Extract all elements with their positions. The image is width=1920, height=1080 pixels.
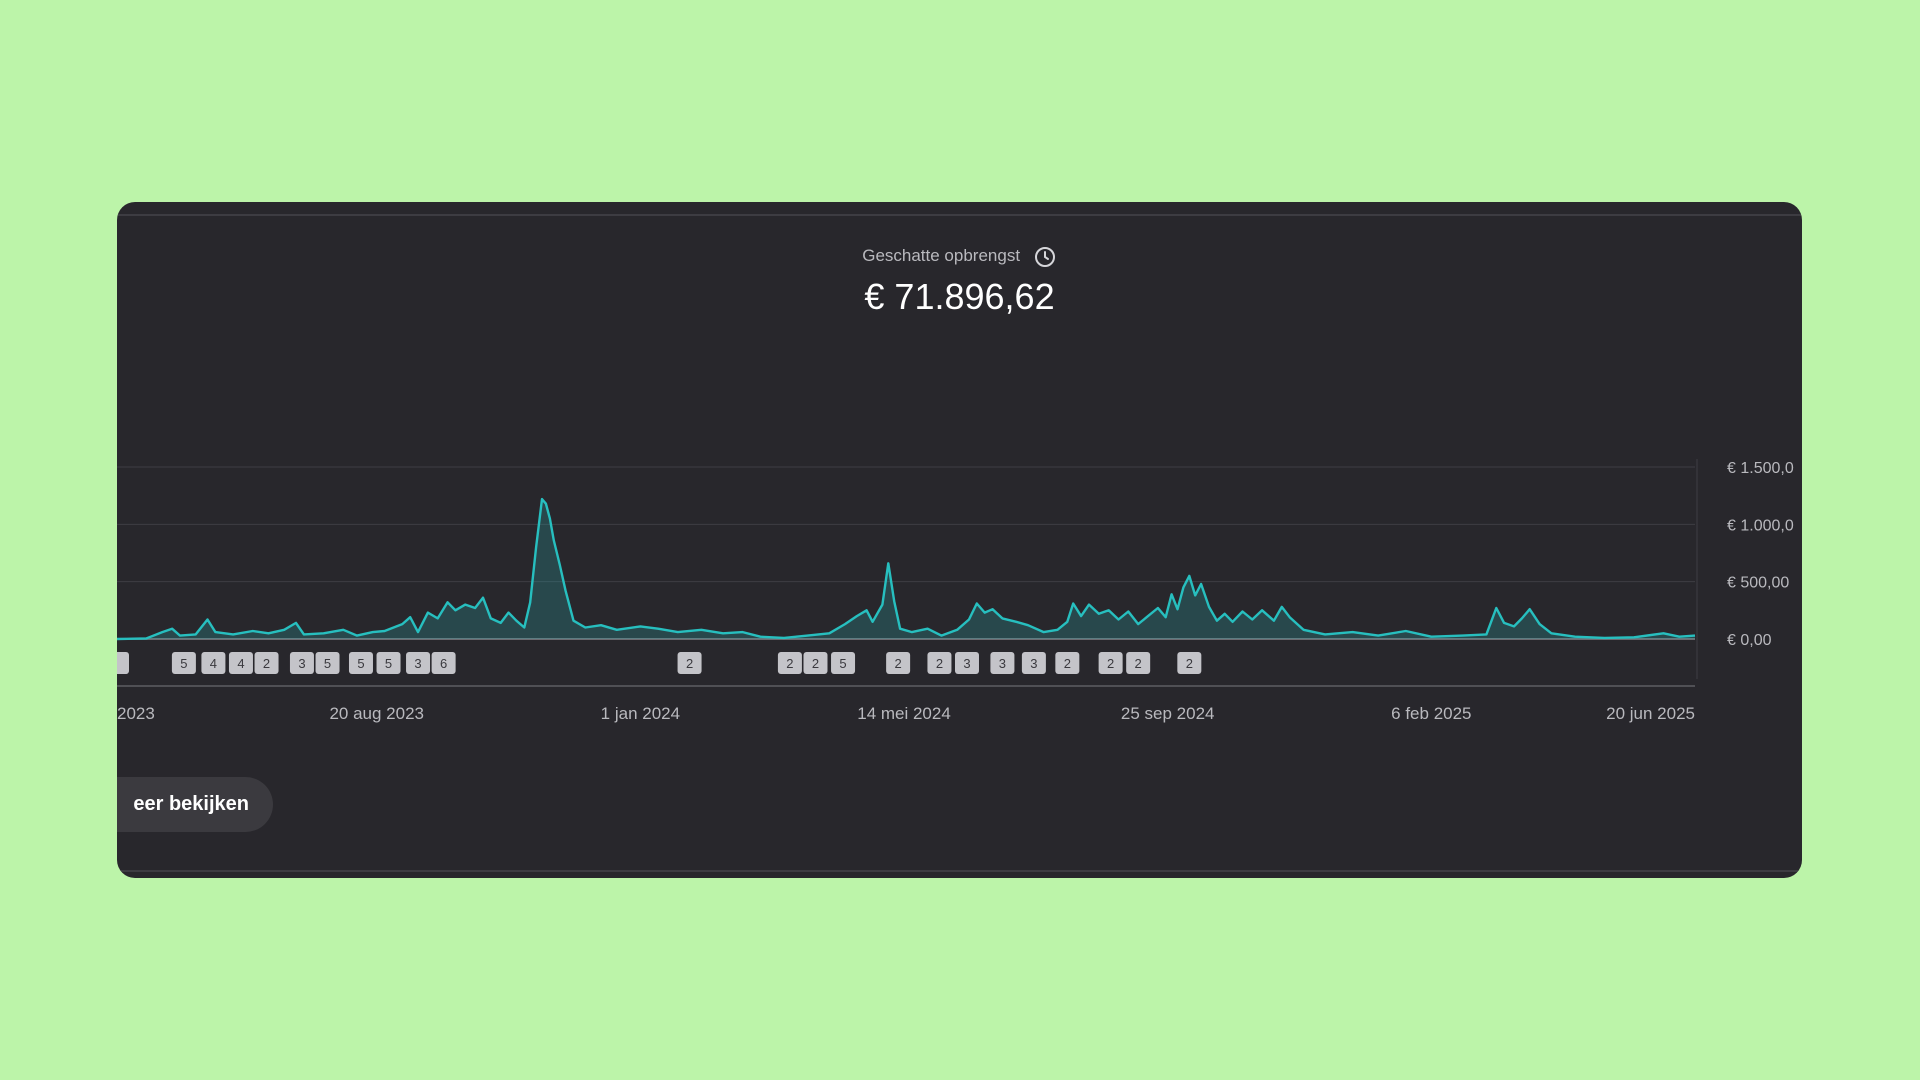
event-marker[interactable]: 4 xyxy=(201,652,226,674)
event-marker[interactable]: 3 xyxy=(1021,652,1046,674)
event-marker-box xyxy=(831,652,856,674)
y-tick-label: € 1.500,0 xyxy=(1727,460,1794,477)
event-marker-box xyxy=(777,652,802,674)
event-marker[interactable] xyxy=(117,652,129,674)
event-marker-box xyxy=(348,652,373,674)
x-tick-label: 25 sep 2024 xyxy=(1121,704,1215,723)
metric-label: Geschatte opbrengst xyxy=(862,246,1021,265)
event-marker-label: 5 xyxy=(357,656,364,671)
event-marker-label: 5 xyxy=(385,656,392,671)
x-tick-label: 20 aug 2023 xyxy=(329,704,424,723)
event-marker-box xyxy=(886,652,911,674)
event-marker-box xyxy=(927,652,952,674)
y-tick-label: € 1.000,0 xyxy=(1727,517,1794,534)
event-marker-box xyxy=(803,652,828,674)
event-marker-label: 2 xyxy=(786,656,793,671)
event-marker[interactable]: 2 xyxy=(677,652,702,674)
event-marker-box xyxy=(117,652,129,674)
clock-icon[interactable] xyxy=(1033,245,1057,269)
event-marker-label: 4 xyxy=(210,656,217,671)
event-marker[interactable]: 2 xyxy=(927,652,952,674)
event-marker-label: 5 xyxy=(324,656,331,671)
event-marker[interactable]: 3 xyxy=(289,652,314,674)
event-marker-label: 2 xyxy=(812,656,819,671)
event-marker[interactable]: 2 xyxy=(1098,652,1123,674)
series-area xyxy=(117,499,1695,639)
event-marker-box xyxy=(201,652,226,674)
event-marker-box xyxy=(1055,652,1080,674)
event-marker-box xyxy=(1177,652,1202,674)
x-tick-label: 14 mei 2024 xyxy=(857,704,951,723)
event-marker[interactable]: 5 xyxy=(348,652,373,674)
x-tick-label: 1 jan 2024 xyxy=(601,704,680,723)
event-marker-label: 3 xyxy=(414,656,421,671)
event-marker-box xyxy=(1021,652,1046,674)
event-marker-box xyxy=(376,652,401,674)
event-marker[interactable]: 2 xyxy=(1055,652,1080,674)
x-tick-label: 20 jun 2025 xyxy=(1606,704,1695,723)
event-marker-box xyxy=(1126,652,1151,674)
event-marker-label: 3 xyxy=(298,656,305,671)
event-marker-label: 3 xyxy=(963,656,970,671)
event-marker-label: 2 xyxy=(895,656,902,671)
y-tick-label: € 500,00 xyxy=(1727,575,1789,592)
event-marker[interactable]: 4 xyxy=(228,652,253,674)
event-marker[interactable]: 2 xyxy=(886,652,911,674)
metric-header: Geschatte opbrengst xyxy=(117,242,1802,270)
event-marker-box xyxy=(254,652,279,674)
x-tick-label: 2023 xyxy=(117,704,155,723)
x-tick-label: 6 feb 2025 xyxy=(1391,704,1471,723)
series-line xyxy=(117,497,1696,641)
event-marker-label: 4 xyxy=(237,656,244,671)
event-marker[interactable]: 6 xyxy=(431,652,456,674)
event-marker[interactable]: 2 xyxy=(254,652,279,674)
event-marker[interactable]: 2 xyxy=(1126,652,1151,674)
event-marker-box xyxy=(990,652,1015,674)
event-marker[interactable]: 5 xyxy=(831,652,856,674)
revenue-chart[interactable]: € 0,00 € 500,00 € 1.000,0 € 1.500,0 5 4 4 2 3 5 5… xyxy=(117,202,1802,878)
revenue-card: Geschatte opbrengst € 71.896,62 € 0,00 € … xyxy=(117,202,1802,878)
y-tick-label: € 0,00 xyxy=(1727,632,1772,649)
event-marker-label: 2 xyxy=(1107,656,1114,671)
event-marker-box xyxy=(1098,652,1123,674)
event-marker-label: 3 xyxy=(1030,656,1037,671)
event-marker[interactable]: 5 xyxy=(315,652,340,674)
event-marker-label: 2 xyxy=(1064,656,1071,671)
event-marker[interactable]: 2 xyxy=(803,652,828,674)
event-marker-box xyxy=(677,652,702,674)
event-marker-box xyxy=(315,652,340,674)
event-marker-box xyxy=(171,652,196,674)
event-marker-label: 2 xyxy=(686,656,693,671)
event-marker[interactable]: 2 xyxy=(1177,652,1202,674)
event-marker-label: 2 xyxy=(1186,656,1193,671)
event-marker-box xyxy=(954,652,979,674)
event-marker-label: 6 xyxy=(440,656,447,671)
event-marker-box xyxy=(289,652,314,674)
event-marker-box xyxy=(431,652,456,674)
event-marker-box xyxy=(406,652,431,674)
view-more-button[interactable]: eer bekijken xyxy=(117,777,273,832)
event-marker-label: 2 xyxy=(936,656,943,671)
event-marker-label: 3 xyxy=(999,656,1006,671)
event-marker[interactable]: 3 xyxy=(990,652,1015,674)
card-top-divider xyxy=(117,214,1802,216)
event-marker-label: 2 xyxy=(1135,656,1142,671)
event-marker-label: 5 xyxy=(839,656,846,671)
event-marker[interactable]: 2 xyxy=(777,652,802,674)
event-marker[interactable]: 5 xyxy=(376,652,401,674)
event-marker[interactable]: 3 xyxy=(954,652,979,674)
event-marker-label: 2 xyxy=(263,656,270,671)
event-marker-label: 5 xyxy=(180,656,187,671)
event-marker[interactable]: 5 xyxy=(171,652,196,674)
metric-value: € 71.896,62 xyxy=(864,276,1055,317)
card-bottom-divider xyxy=(117,870,1802,872)
event-marker[interactable]: 3 xyxy=(406,652,431,674)
event-marker-box xyxy=(228,652,253,674)
